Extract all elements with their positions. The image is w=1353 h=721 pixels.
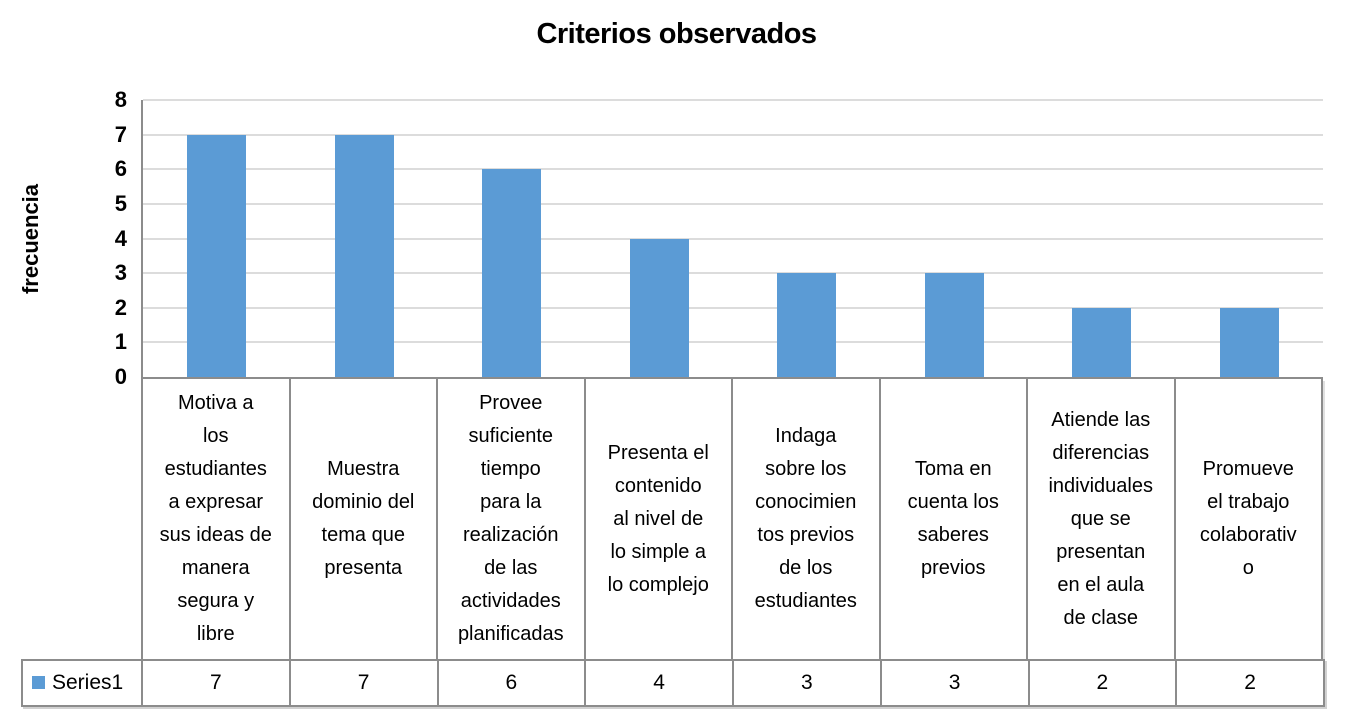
chart-title: Criterios observados [536,18,817,50]
y-tick-8: 8 [114,87,127,112]
y-tick-3: 3 [114,260,127,286]
gridline-4 [143,237,1323,240]
bar-2 [482,169,542,377]
y-tick-0: 0 [114,364,127,389]
bar-5 [924,273,984,377]
category-label-6: Atiende las diferencias individuales que… [1028,379,1176,659]
table-value-7: 2 [1244,671,1256,694]
category-label-7: Promueve el trabajo colaborativ o [1176,379,1323,659]
table-value-1: 7 [291,661,439,705]
y-tick-1: 1 [114,329,127,355]
gridline-7 [143,133,1323,136]
table-value-4: 3 [734,661,882,705]
legend-cell: Series1 [23,661,143,705]
bar-0 [187,134,247,377]
y-axis: 0 1 2 3 4 5 6 7 8 [0,87,127,389]
gridline-6 [143,168,1323,171]
bar-7 [1219,307,1279,377]
table-value-2: 6 [439,661,587,705]
category-axis-row: Motiva a los estudiantes a expresar sus … [141,379,1323,659]
bar-3 [629,238,689,377]
category-label-4: Indaga sobre los conocimien tos previos … [733,379,881,659]
category-label-0: Motiva a los estudiantes a expresar sus … [143,379,291,659]
gridline-8 [143,99,1323,101]
category-label-3: Presenta el contenido al nivel de lo sim… [586,379,733,659]
bar-4 [777,273,837,377]
gridline-1 [143,341,1323,344]
y-tick-6: 6 [114,156,127,182]
gridline-2 [143,306,1323,309]
series-name-label: Series1 [52,671,124,694]
gridline-5 [143,202,1323,205]
category-label-1: Muestra dominio del tema que presenta [291,379,438,659]
table-value-6: 2 [1030,661,1178,705]
table-value-0: 7 [143,661,291,705]
table-value-5: 3 [882,661,1030,705]
y-tick-4: 4 [114,225,127,251]
category-label-5: Toma en cuenta los saberes previos [881,379,1028,659]
table-value-3: 4 [586,661,734,705]
category-label-2: Provee suficiente tiempo para la realiza… [438,379,586,659]
series1-legend-swatch-icon [32,675,45,689]
y-tick-7: 7 [114,121,127,147]
y-tick-2: 2 [114,294,127,320]
plot-area [141,99,1323,379]
bar-1 [334,134,394,377]
gridline-3 [143,272,1323,275]
bar-6 [1072,307,1132,377]
y-tick-5: 5 [114,190,127,216]
